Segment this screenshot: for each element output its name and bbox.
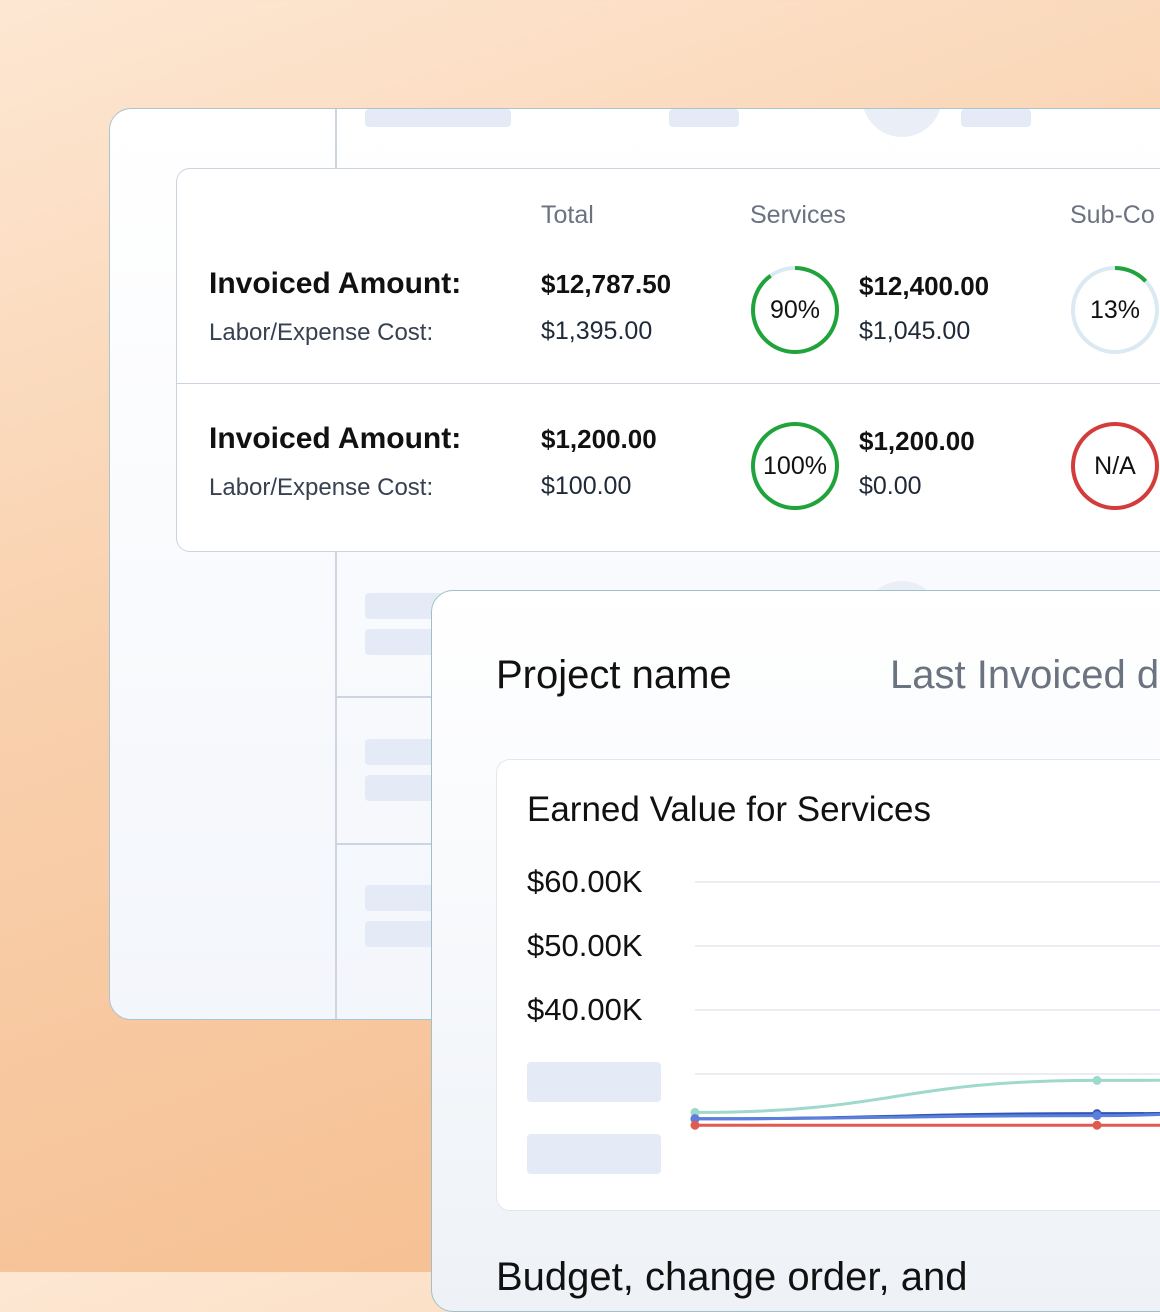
invoice-metrics-card: Total Services Sub-Co Invoiced Amount: L… xyxy=(176,168,1160,552)
progress-ring-fill xyxy=(1071,422,1159,510)
progress-ring-graphic xyxy=(751,422,839,510)
project-detail-panel: Project name Last Invoiced d Earned Valu… xyxy=(431,590,1160,1312)
total-invoiced-value: $1,200.00 xyxy=(541,424,657,454)
progress-ring-graphic xyxy=(751,266,839,354)
column-divider xyxy=(335,109,337,1019)
progress-ring-fill xyxy=(1071,266,1159,354)
invoiced-amount-label: Invoiced Amount: xyxy=(209,422,462,455)
services-invoiced-value: $1,200.00 xyxy=(859,426,975,456)
services-progress-ring: 100% xyxy=(750,421,840,511)
progress-ring-graphic xyxy=(1071,266,1159,354)
cost-label: Labor/Expense Cost: xyxy=(209,319,434,346)
placeholder-bar xyxy=(365,109,511,127)
project-name-heading: Project name xyxy=(496,653,732,697)
total-invoiced-value: $12,787.50 xyxy=(541,269,672,299)
progress-ring-fill xyxy=(751,266,839,354)
chart-title: Earned Value for Services xyxy=(527,790,932,829)
series-line-0 xyxy=(694,1078,1160,1114)
total-cost-value: $100.00 xyxy=(541,472,632,500)
services-progress-label: 100% xyxy=(763,452,827,480)
series-point-2-0 xyxy=(690,1114,700,1124)
earned-value-line-chart xyxy=(690,881,1160,1130)
sub-progress-label: 13% xyxy=(1089,296,1141,324)
metrics-row[interactable]: Invoiced Amount: Labor/Expense Cost: $1,… xyxy=(177,383,1160,551)
sub-progress-ring: N/A xyxy=(1070,421,1160,511)
sub-progress-ring: 13% xyxy=(1070,265,1160,355)
cost-label: Labor/Expense Cost: xyxy=(209,474,434,501)
series-point-0-1 xyxy=(1092,1075,1102,1085)
placeholder-bar xyxy=(961,109,1031,127)
sub-progress-label: N/A xyxy=(1094,452,1136,480)
services-progress-ring: 90% xyxy=(750,265,840,355)
y-tick-label: $50.00K xyxy=(527,928,643,963)
y-tick-label: $60.00K xyxy=(527,864,643,899)
column-header-total: Total xyxy=(541,201,594,229)
invoiced-amount-label: Invoiced Amount: xyxy=(209,267,462,300)
services-cost-value: $1,045.00 xyxy=(859,317,971,345)
earned-value-chart-card: Earned Value for Services $60.00K $50.00… xyxy=(496,759,1160,1211)
total-cost-value: $1,395.00 xyxy=(541,317,653,345)
last-invoiced-heading: Last Invoiced d xyxy=(890,653,1160,697)
progress-ring-fill xyxy=(751,422,839,510)
column-header-sub: Sub-Co xyxy=(1070,201,1155,229)
services-invoiced-value: $12,400.00 xyxy=(859,271,990,301)
series-point-2-1 xyxy=(1092,1111,1102,1121)
series-point-3-0 xyxy=(690,1120,700,1130)
progress-ring-graphic xyxy=(1071,422,1159,510)
placeholder-bar xyxy=(669,109,739,127)
y-tick-label: $40.00K xyxy=(527,992,643,1027)
placeholder-avatar xyxy=(862,109,942,137)
series-point-0-0 xyxy=(690,1107,700,1117)
services-cost-value: $0.00 xyxy=(859,472,922,500)
placeholder-tick xyxy=(527,1062,661,1102)
metrics-row[interactable]: Invoiced Amount: Labor/Expense Cost: $12… xyxy=(177,215,1160,383)
column-header-services: Services xyxy=(750,201,846,229)
services-progress-label: 90% xyxy=(769,296,821,324)
placeholder-tick xyxy=(527,1134,661,1174)
budget-section-heading: Budget, change order, and xyxy=(496,1255,968,1299)
series-point-3-1 xyxy=(1092,1120,1102,1130)
